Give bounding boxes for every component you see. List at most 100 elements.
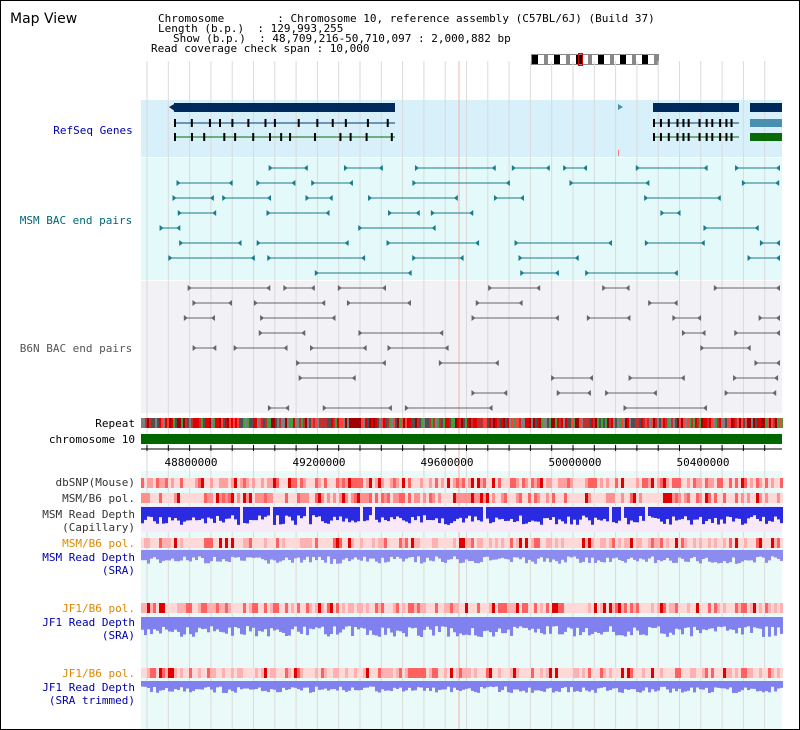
msm-b6-pol-2-cell bbox=[309, 538, 312, 548]
repeat-segment bbox=[267, 418, 269, 428]
repeat-segment bbox=[715, 418, 717, 428]
jf1-depth-trim-bar bbox=[741, 681, 744, 691]
msm-depth-sra-bar bbox=[243, 550, 246, 561]
msm-b6-pol-cell bbox=[261, 493, 264, 503]
msm-depth-cap-bar bbox=[204, 507, 207, 524]
jf1-depth-trim-bar bbox=[630, 681, 633, 690]
msm-b6-pol-cell bbox=[270, 493, 273, 503]
jf1-b6-pol-cell bbox=[645, 603, 648, 613]
repeat-segment bbox=[409, 418, 411, 428]
jf1-b6-pol-cell bbox=[423, 603, 426, 613]
jf1-depth-trim-bar bbox=[312, 681, 315, 692]
jf1-depth-trim-bar bbox=[468, 681, 471, 689]
msm-b6-pol-cell bbox=[318, 493, 321, 503]
msm-depth-cap-bar bbox=[573, 507, 576, 520]
jf1-depth-sra-bar bbox=[231, 617, 234, 636]
jf1-b6-pol-2-cell bbox=[744, 668, 747, 678]
msm-depth-cap-bar bbox=[552, 507, 555, 518]
jf1-b6-pol-cell bbox=[549, 603, 552, 613]
msm-b6-pol-2-cell bbox=[189, 538, 192, 548]
msm-depth-sra-bar bbox=[432, 550, 435, 562]
dbsnp-cell bbox=[648, 478, 651, 488]
dbsnp-cell bbox=[618, 478, 621, 488]
dbsnp-cell bbox=[606, 478, 609, 488]
jf1-b6-pol-cell bbox=[714, 603, 717, 613]
msm-depth-sra-bar bbox=[564, 550, 567, 563]
msm-depth-cap-bar bbox=[162, 507, 165, 524]
dbsnp-cell bbox=[282, 478, 285, 488]
repeat-segment bbox=[443, 418, 445, 428]
refseq-genes-label[interactable]: RefSeq Genes bbox=[53, 124, 133, 137]
msm-depth-cap-bar bbox=[333, 507, 336, 517]
jf1-depth-sra-bar bbox=[390, 617, 393, 633]
msm-b6-pol-2-cell bbox=[633, 538, 636, 548]
msm-depth-cap-bar bbox=[258, 507, 261, 516]
repeat-segment bbox=[355, 418, 357, 428]
dbsnp-cell bbox=[225, 478, 228, 488]
repeat-segment bbox=[275, 418, 277, 428]
msm-depth-cap-bar bbox=[423, 507, 426, 516]
repeat-segment bbox=[465, 418, 467, 428]
repeat-segment bbox=[653, 418, 655, 428]
jf1-depth-trim-bar bbox=[147, 681, 150, 688]
msm-b6-pol-cell bbox=[510, 493, 513, 503]
jf1-b6-pol-cell bbox=[240, 603, 243, 613]
jf1-depth-sra-bar bbox=[516, 617, 519, 629]
msm-depth-cap-bar bbox=[378, 507, 381, 523]
repeat-segment bbox=[429, 418, 431, 428]
msm-depth-cap-bar bbox=[735, 507, 738, 519]
jf1-depth-sra-bar bbox=[180, 617, 183, 637]
msm-depth-cap-bar bbox=[264, 507, 267, 517]
dbsnp-cell bbox=[741, 478, 744, 488]
dbsnp-cell bbox=[417, 478, 420, 488]
msm-bac-pair-end bbox=[563, 165, 568, 171]
b6n-bac-pair-end bbox=[475, 300, 480, 306]
msm-b6-pol-2-cell bbox=[192, 538, 195, 548]
repeat-segment bbox=[183, 418, 185, 428]
msm-depth-sra-bar bbox=[645, 550, 648, 562]
b6n-bac-label[interactable]: B6N BAC end pairs bbox=[19, 342, 133, 355]
jf1-depth-sra-bar bbox=[483, 617, 486, 632]
refseq-gene-bar bbox=[750, 119, 782, 127]
repeat-segment bbox=[485, 418, 487, 428]
msm-depth-sra-bar bbox=[687, 550, 690, 562]
refseq-exon bbox=[203, 133, 206, 141]
jf1-b6-pol-cell bbox=[435, 603, 438, 613]
dbsnp-cell bbox=[576, 478, 579, 488]
msm-b6-pol-2-cell bbox=[168, 538, 171, 548]
msm-bac-pair-end bbox=[311, 180, 316, 186]
msm-b6-pol-2-cell bbox=[471, 538, 474, 548]
jf1-b6-pol-cell bbox=[501, 603, 504, 613]
msm-depth-cap-bar bbox=[777, 507, 780, 520]
msm-depth-cap-bar bbox=[435, 507, 438, 519]
msm-b6-pol-cell bbox=[636, 493, 639, 503]
repeat-segment bbox=[459, 418, 461, 428]
b6n-bac-pair-end bbox=[488, 405, 493, 411]
msm-bac-label[interactable]: MSM BAC end pairs bbox=[19, 214, 133, 227]
jf1-b6-pol-2-cell bbox=[747, 668, 750, 678]
msm-depth-cap-bar bbox=[780, 507, 783, 524]
msm-bac-pair-end bbox=[412, 255, 417, 261]
jf1-depth-trim-bar bbox=[768, 681, 771, 693]
msm-depth-cap-bar bbox=[633, 507, 636, 523]
jf1-b6-pol-2-cell bbox=[441, 668, 444, 678]
msm-b6-pol-cell bbox=[291, 493, 294, 503]
msm-b6-pol-cell bbox=[720, 493, 723, 503]
dbsnp-cell bbox=[693, 478, 696, 488]
msm-depth-sra-bar bbox=[414, 550, 417, 563]
msm-depth-cap-bar bbox=[444, 507, 447, 525]
jf1-depth-sra-bar bbox=[261, 617, 264, 632]
chromosome-ideogram[interactable] bbox=[531, 53, 659, 66]
refseq-exon bbox=[698, 133, 701, 141]
dbsnp-cell bbox=[240, 478, 243, 488]
msm-depth-cap-bar bbox=[723, 507, 726, 524]
msm-b6-pol-cell bbox=[216, 493, 219, 503]
msm-depth-sra-bar bbox=[546, 550, 549, 559]
msm-b6-pol-2-cell bbox=[264, 538, 267, 548]
coverage-span-info: Read coverage check span : 10,000 bbox=[151, 42, 370, 55]
msm-depth-cap-bar bbox=[273, 507, 276, 525]
jf1-b6-pol-2-cell bbox=[729, 668, 732, 678]
jf1-depth-sra-bar bbox=[366, 617, 369, 635]
msm-depth-sra-bar bbox=[324, 550, 327, 563]
